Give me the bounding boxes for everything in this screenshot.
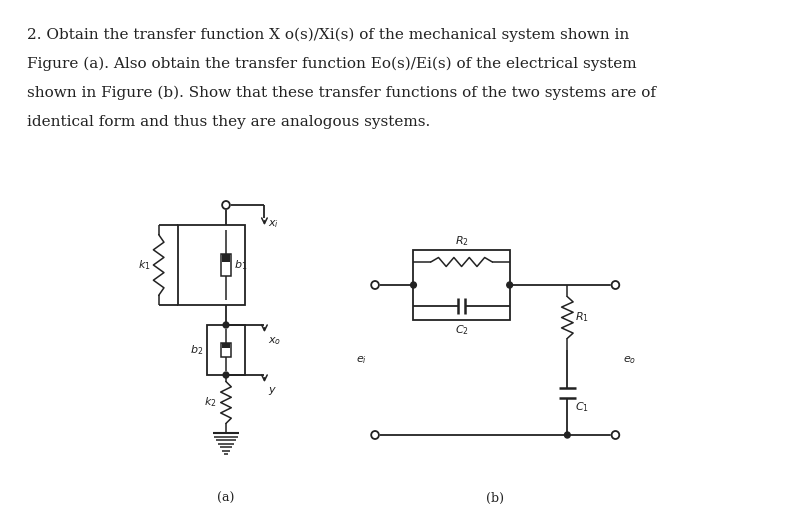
Text: $x_i$: $x_i$ (268, 218, 279, 230)
Text: $b_1$: $b_1$ (234, 258, 247, 272)
Bar (178, 225, 246, 305)
Bar (222, 343, 230, 348)
Circle shape (410, 282, 416, 288)
Text: (b): (b) (486, 492, 504, 504)
Circle shape (565, 432, 570, 438)
Circle shape (371, 431, 379, 439)
Bar (221, 254, 230, 276)
Text: $y$: $y$ (268, 385, 278, 397)
Text: Figure (a). Also obtain the transfer function Eo(s)/Ei(s) of the electrical syst: Figure (a). Also obtain the transfer fun… (27, 57, 637, 71)
Bar (414, 250, 510, 320)
Text: 2. Obtain the transfer function X o(s)/Xi(s) of the mechanical system shown in: 2. Obtain the transfer function X o(s)/X… (27, 28, 629, 43)
Text: $b_2$: $b_2$ (190, 343, 203, 357)
Text: $R_1$: $R_1$ (575, 311, 589, 325)
Circle shape (611, 281, 619, 289)
Text: identical form and thus they are analogous systems.: identical form and thus they are analogo… (27, 115, 430, 129)
Text: $x_o$: $x_o$ (268, 335, 282, 347)
Text: $R_2$: $R_2$ (454, 234, 469, 248)
Text: $k_2$: $k_2$ (204, 396, 216, 410)
Circle shape (506, 282, 513, 288)
Text: (a): (a) (218, 492, 234, 504)
Text: $e_o$: $e_o$ (623, 354, 636, 366)
Text: $e_i$: $e_i$ (356, 354, 367, 366)
Text: $k_1$: $k_1$ (138, 258, 151, 272)
Circle shape (222, 201, 230, 209)
Text: shown in Figure (b). Show that these transfer functions of the two systems are o: shown in Figure (b). Show that these tra… (27, 86, 656, 101)
Bar (222, 254, 230, 262)
Circle shape (223, 372, 229, 378)
Circle shape (611, 431, 619, 439)
Circle shape (223, 322, 229, 328)
Bar (206, 325, 246, 375)
Circle shape (371, 281, 379, 289)
Text: $C_2$: $C_2$ (454, 323, 469, 337)
Text: $C_1$: $C_1$ (575, 401, 589, 414)
Bar (221, 343, 230, 357)
